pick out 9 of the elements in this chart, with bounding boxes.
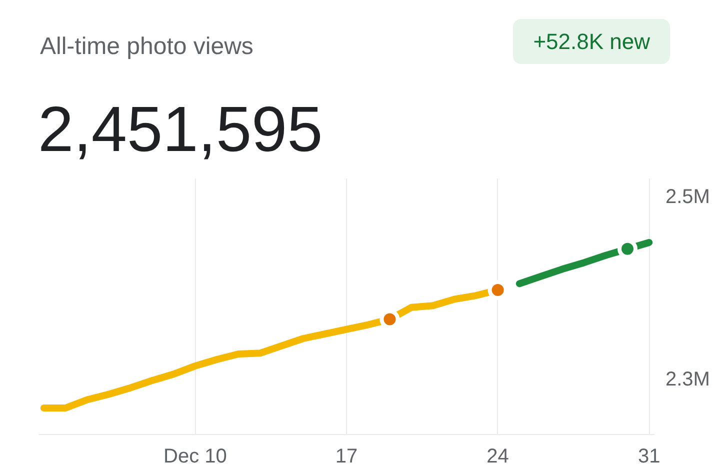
y-tick-label: 2.5M — [666, 186, 710, 208]
y-tick-label: 2.3M — [666, 368, 710, 391]
chart-title: All-time photo views — [40, 32, 254, 62]
x-tick-label: Dec 10 — [164, 446, 227, 468]
x-tick-label: 24 — [486, 446, 509, 468]
x-tick-label: 17 — [335, 446, 358, 468]
x-tick-label: 31 — [638, 446, 660, 468]
text: +52.8K new — [513, 19, 670, 64]
chart-subtitle: 2,451,595 — [38, 92, 323, 167]
